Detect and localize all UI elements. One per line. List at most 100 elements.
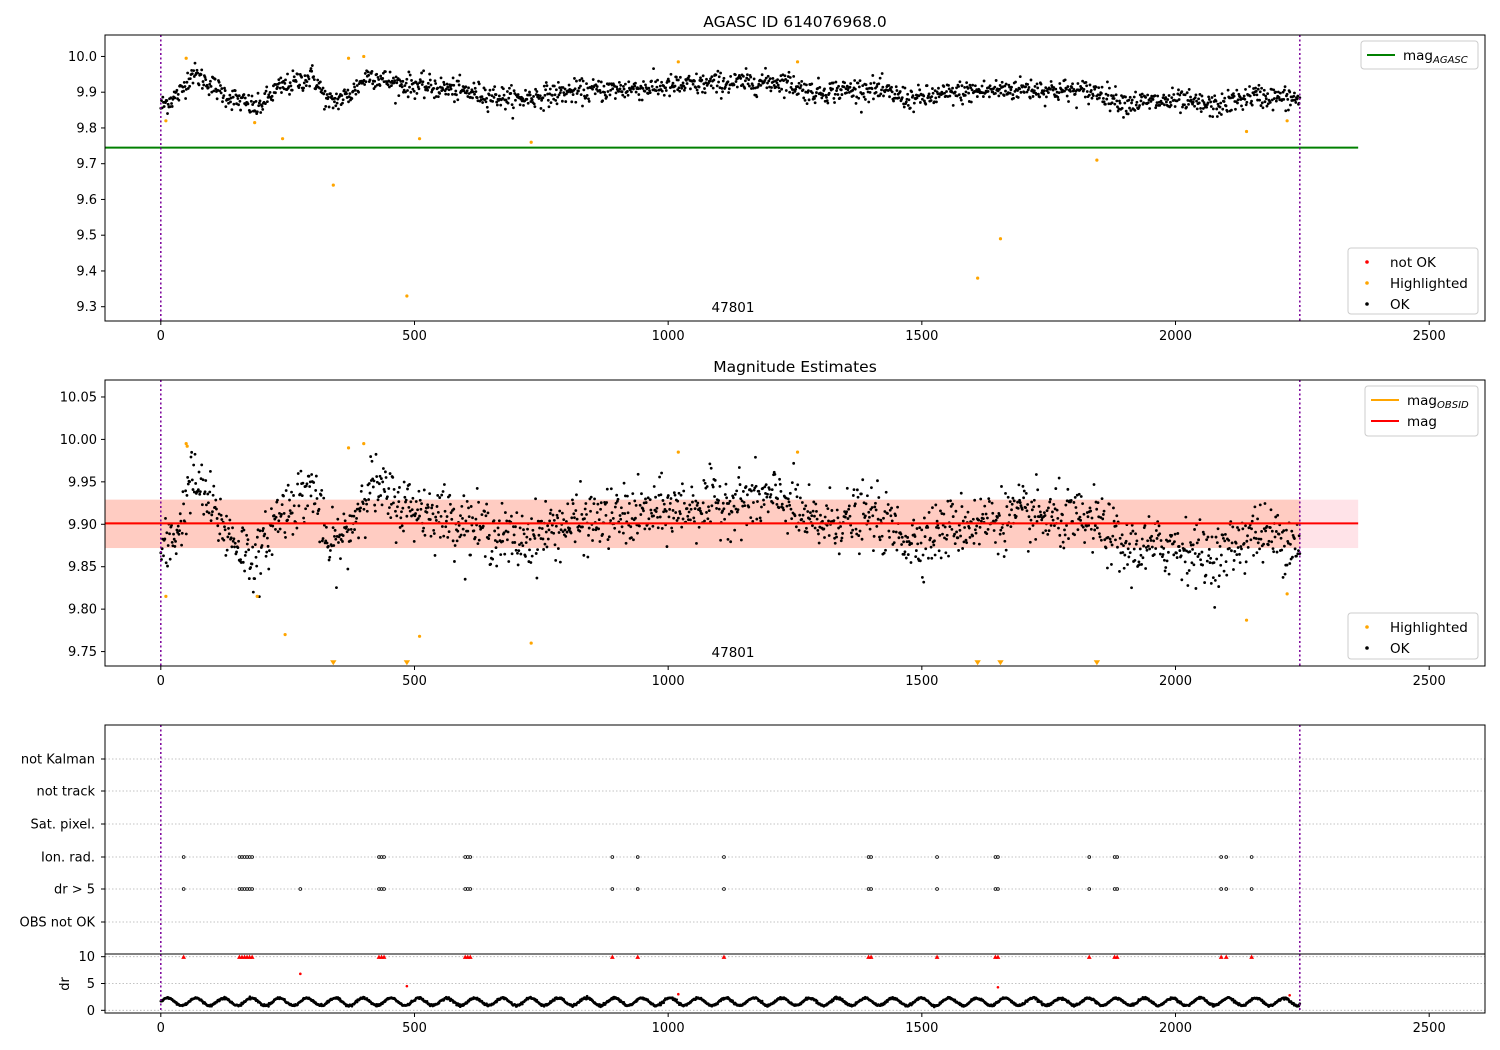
- panel1-ok-point: [798, 86, 802, 90]
- panel1-ok-point: [842, 85, 846, 89]
- panel2-ok-point: [905, 540, 909, 544]
- panel2-ok-point: [1280, 548, 1284, 552]
- panel2-ok-point: [1256, 517, 1259, 521]
- panel2-ok-point: [215, 517, 219, 520]
- panel2-ok-point: [794, 525, 798, 529]
- panel2-ok-point: [1078, 515, 1082, 519]
- panel2-ok-point: [341, 540, 344, 543]
- panel1-ok-point: [1029, 78, 1033, 82]
- panel2-ok-point: [836, 516, 840, 520]
- panel2-offscale-marker: [403, 660, 411, 666]
- panel1-ok-point: [854, 101, 858, 105]
- panel1-ok-point: [851, 94, 855, 98]
- panel2-ok-point: [1114, 524, 1118, 528]
- panel1-ok-point: [186, 87, 190, 90]
- panel2-ok-point: [723, 493, 727, 496]
- panel2-ok-point: [1167, 572, 1171, 576]
- panel2-ok-point: [609, 487, 613, 491]
- panel2-ok-point: [311, 510, 315, 514]
- panel2-ok-point: [1193, 528, 1196, 531]
- panel2-ok-point: [1144, 567, 1148, 570]
- panel1-ok-point: [1285, 92, 1289, 96]
- panel2-ok-point: [604, 513, 608, 517]
- panel2-ok-point: [243, 569, 247, 573]
- panel1-ok-point: [1019, 90, 1023, 94]
- panel2-ok-point: [209, 469, 212, 473]
- panel1-ok-point: [1072, 88, 1076, 91]
- panel2-ok-point: [1049, 497, 1052, 501]
- panel1-ok-point: [357, 90, 360, 94]
- panel2-ok-point: [943, 525, 947, 529]
- panel1-ok-point: [1008, 85, 1011, 89]
- panel2-ok-point: [935, 519, 939, 523]
- panel2-ok-point: [933, 553, 937, 557]
- panel2-ok-point: [846, 517, 850, 520]
- panel2-ok-point: [761, 486, 765, 490]
- panel1-ok-point: [1150, 94, 1154, 98]
- panel2-ok-point: [769, 493, 773, 496]
- panel1-ok-point: [353, 88, 357, 92]
- panel1-ok-point: [732, 83, 736, 87]
- panel1-ok-point: [1148, 107, 1152, 110]
- panel2-ok-point: [776, 497, 779, 501]
- panel1-ok-point: [560, 99, 564, 103]
- panel2-ok-point: [884, 490, 888, 494]
- panel2-ok-point: [196, 488, 200, 492]
- panel1-ok-point: [960, 84, 964, 88]
- panel1-ok-point: [746, 73, 749, 77]
- panel2-ok-point: [381, 467, 385, 470]
- panel2-ok-point: [402, 529, 405, 533]
- panel2-ok-point: [1262, 542, 1266, 546]
- panel1-ok-point: [803, 98, 807, 102]
- panel1-ok-point: [305, 80, 309, 83]
- panel1-ok-point: [1268, 100, 1272, 104]
- panel2-ok-point: [355, 516, 358, 520]
- panel2-ok-point: [874, 501, 877, 505]
- panel2-ok-point: [212, 484, 216, 488]
- panel1-highlighted-point: [253, 120, 257, 125]
- panel1-legend-bottom-frame: [1347, 247, 1479, 315]
- panel2-ok-point: [375, 480, 379, 484]
- panel2-ok-point: [937, 526, 940, 530]
- panel2-ok-point: [958, 528, 962, 532]
- panel1-ok-point: [603, 91, 607, 94]
- panel1-ok-point: [1201, 107, 1205, 110]
- panel2-ok-point: [800, 517, 804, 521]
- panel1-ok-point: [427, 85, 431, 89]
- panel1-ok-point: [1198, 92, 1202, 96]
- panel2-ok-point: [826, 507, 830, 511]
- panel1-ok-point: [485, 105, 489, 109]
- panel2-ok-point: [672, 491, 676, 495]
- panel2-ok-point: [395, 514, 399, 518]
- panel2-ok-point: [416, 517, 420, 520]
- panel2-ok-point: [1237, 528, 1241, 532]
- panel1-ok-point: [1162, 103, 1166, 107]
- panel2-ok-point: [798, 496, 802, 500]
- panel1-ok-point: [1187, 88, 1191, 91]
- panel1-ok-point: [573, 87, 577, 91]
- panel1-ok-point: [422, 96, 426, 100]
- panel1-ok-point: [667, 79, 671, 83]
- panel2-ok-point: [1003, 539, 1007, 543]
- panel1-ok-point: [1114, 93, 1118, 97]
- panel1-ok-point: [796, 85, 800, 88]
- panel2-ok-point: [1244, 560, 1248, 564]
- panel1-ok-point: [958, 80, 962, 84]
- panel2-ok-point: [1100, 497, 1104, 501]
- panel2-ok-point: [817, 541, 821, 545]
- panel1-ok-point: [292, 75, 296, 79]
- panel2-ok-point: [442, 483, 446, 486]
- panel2-ok-point: [563, 528, 567, 532]
- panel2-ok-point: [215, 507, 218, 511]
- panel1-ok-point: [512, 89, 516, 93]
- panel2-ok-point: [1026, 503, 1030, 506]
- panel3-flag-marker: [869, 887, 873, 891]
- panel2-ok-point: [245, 542, 249, 546]
- panel2-ok-point: [770, 488, 774, 492]
- panel2-ok-point: [1170, 534, 1174, 537]
- panel1-ok-point: [794, 87, 798, 91]
- panel2-ok-point: [170, 523, 173, 527]
- panel2-ok-point: [490, 550, 494, 553]
- panel2-ok-point: [1215, 557, 1219, 561]
- panel2-ok-point: [1083, 528, 1087, 532]
